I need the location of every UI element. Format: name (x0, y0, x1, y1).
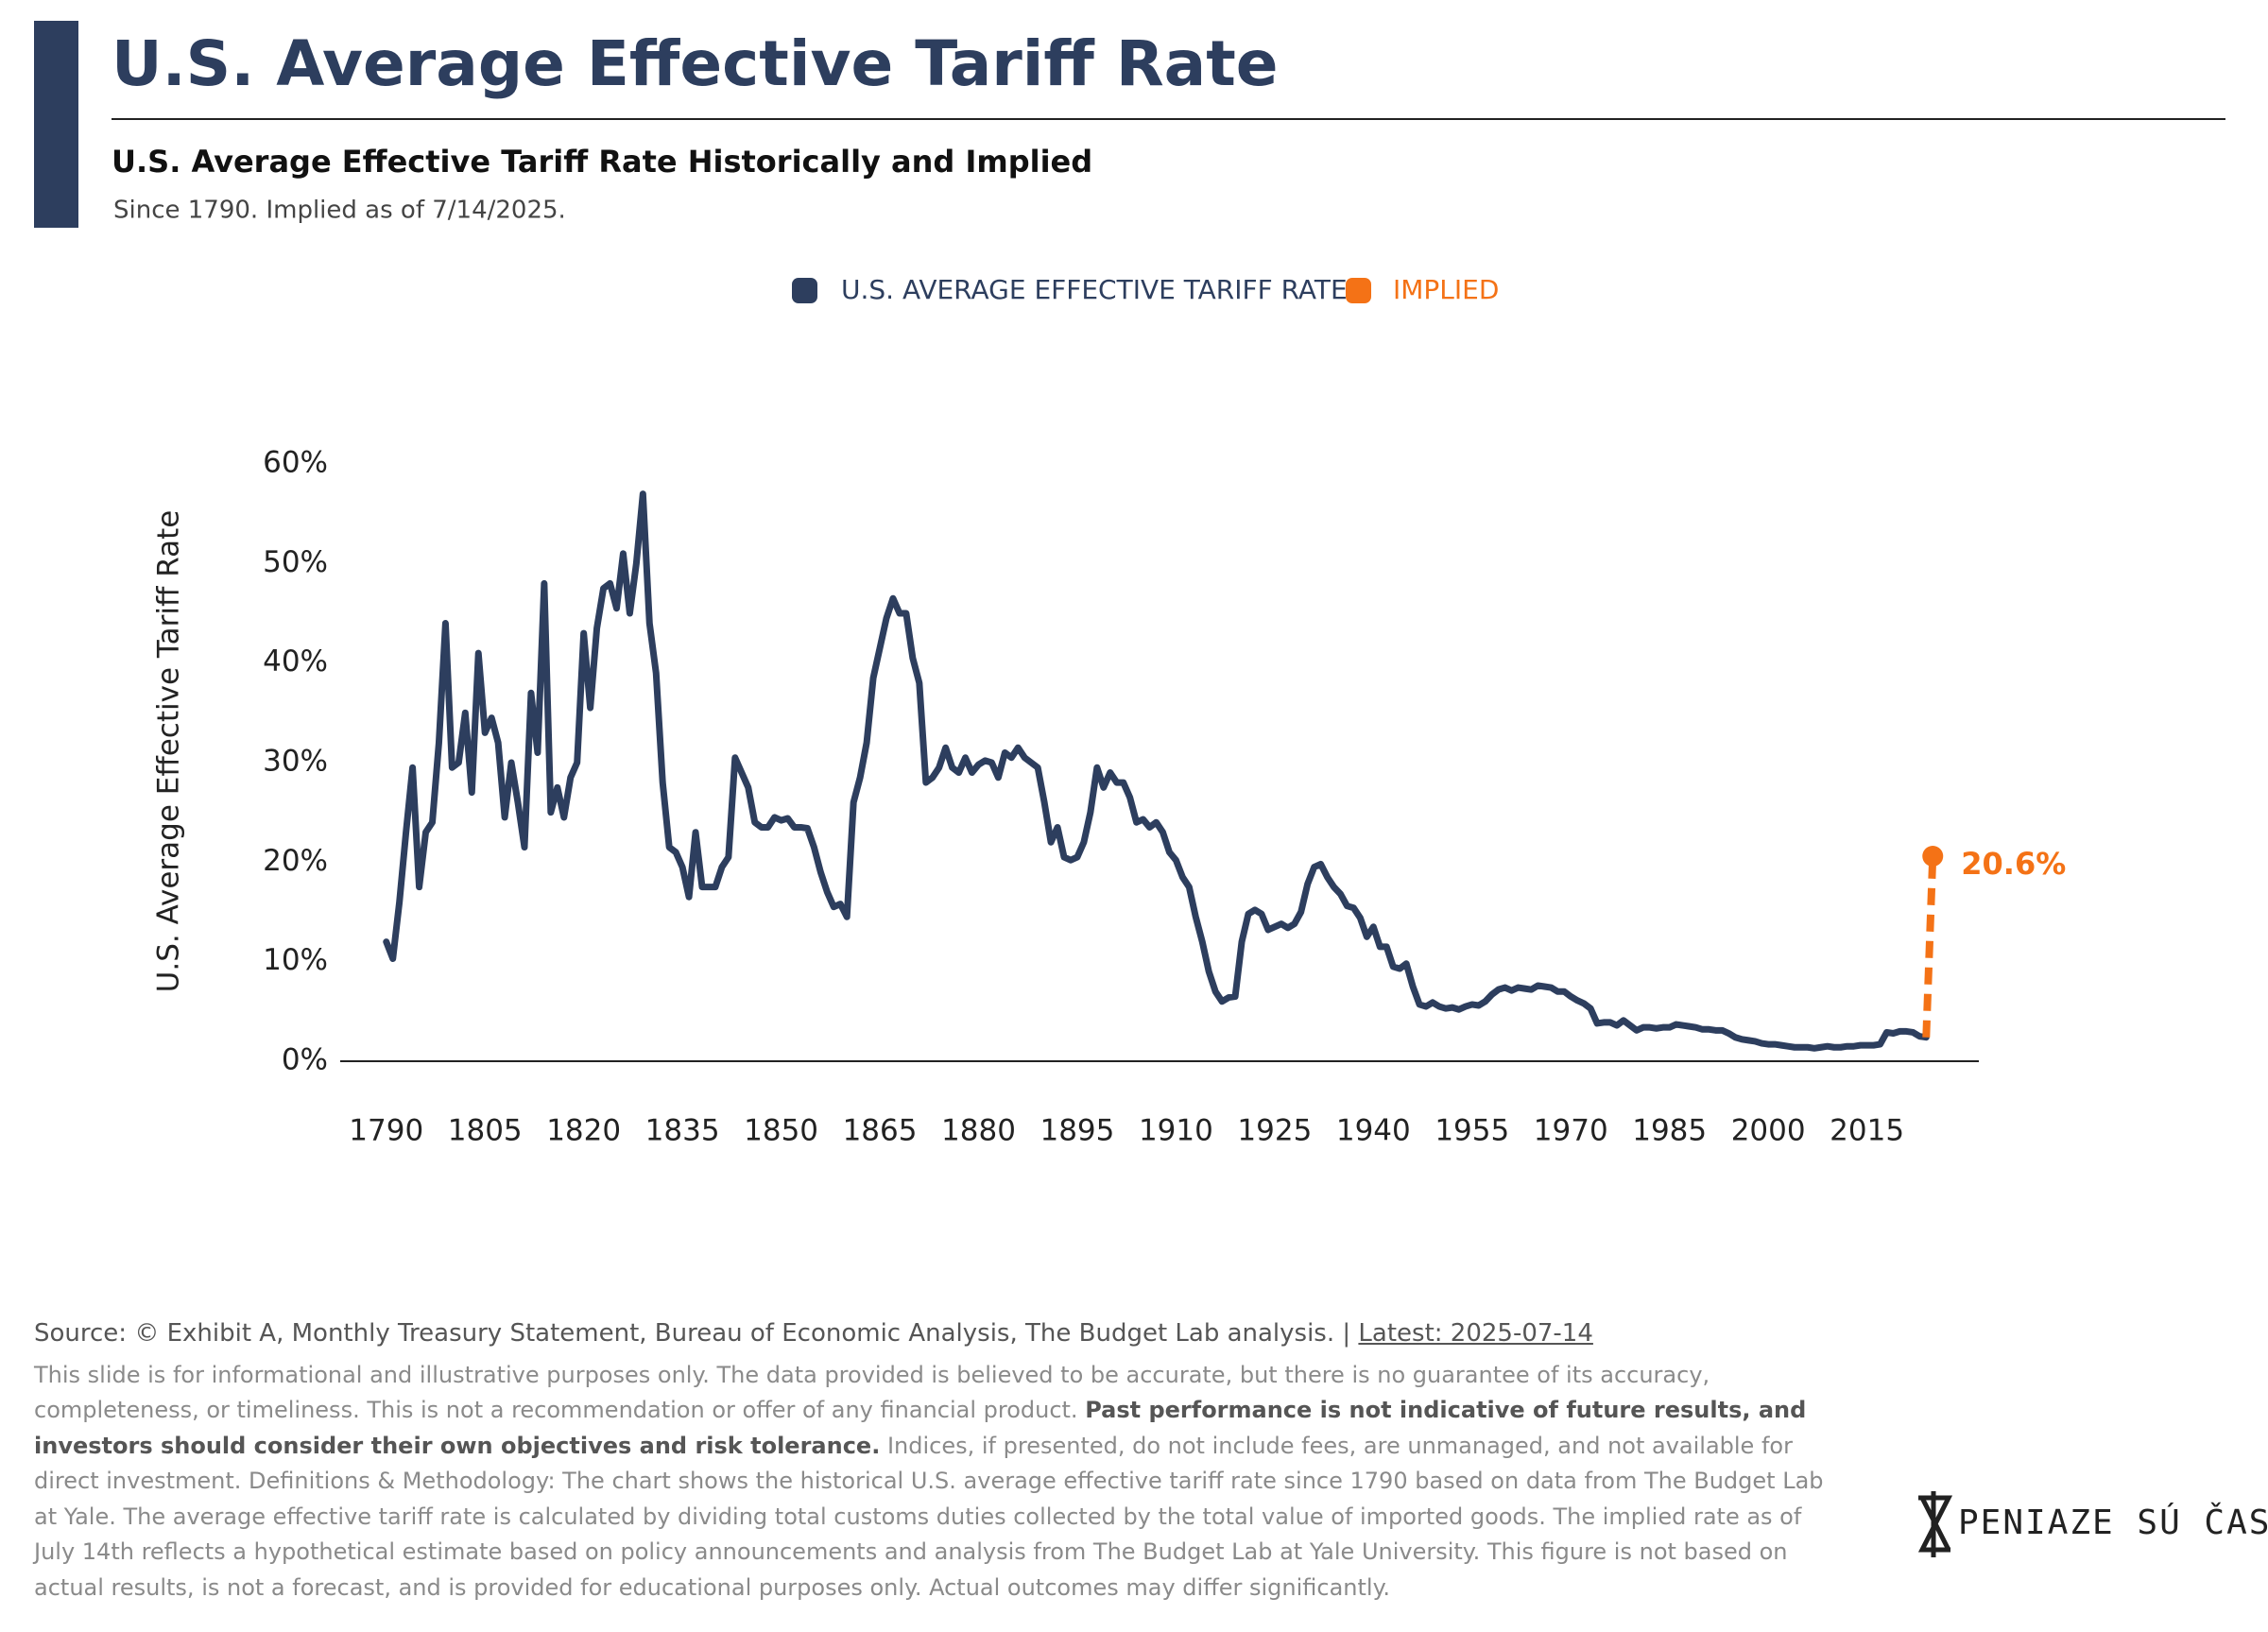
source-text: Source: © Exhibit A, Monthly Treasury St… (34, 1319, 1351, 1348)
data-label: 20.6% (1961, 846, 2066, 882)
logo-icon (1917, 1491, 1953, 1557)
implied-point (1922, 846, 1944, 868)
y-tick-label: 20% (263, 844, 328, 878)
disclaimer-text: This slide is for informational and illu… (34, 1361, 1710, 1424)
source: Source: © Exhibit A, Monthly Treasury St… (34, 1316, 1848, 1352)
y-axis-label: U.S. Average Effective Tariff Rate (152, 510, 186, 993)
x-tick-label: 1940 (1336, 1114, 1411, 1148)
x-tick-label: 2015 (1830, 1114, 1904, 1148)
footer: Source: © Exhibit A, Monthly Treasury St… (34, 1316, 1848, 1606)
legend-label: IMPLIED (1393, 274, 1499, 305)
x-tick-label: 1835 (645, 1114, 720, 1148)
x-tick-label: 1925 (1237, 1114, 1312, 1148)
x-tick-label: 2000 (1731, 1114, 1806, 1148)
note: Since 1790. Implied as of 7/14/2025. (113, 197, 566, 225)
x-tick-label: 1955 (1435, 1114, 1509, 1148)
x-tick-label: 1805 (448, 1114, 523, 1148)
y-tick-label: 50% (263, 545, 328, 579)
x-tick-label: 1820 (546, 1114, 621, 1148)
x-tick-label: 1985 (1632, 1114, 1707, 1148)
y-tick-label: 30% (263, 745, 328, 779)
x-tick-label: 1970 (1534, 1114, 1608, 1148)
tariff-line (383, 490, 1930, 1052)
x-tick-label: 1850 (744, 1114, 818, 1148)
x-tick-label: 1865 (843, 1114, 918, 1148)
y-tick-label: 60% (263, 446, 328, 480)
x-tick-label: 1880 (941, 1114, 1016, 1148)
implied-connector (1922, 855, 1937, 1038)
y-tick-label: 40% (263, 644, 328, 679)
legend-marker (1346, 278, 1371, 303)
y-tick-label: 10% (263, 943, 328, 977)
disclaimer: This slide is for informational and illu… (34, 1358, 1848, 1606)
disclaimer-bold: Past performance is not indicative of fu… (34, 1397, 1807, 1459)
legend-marker (792, 278, 817, 303)
logo-text: PENIAZE SÚ ČAS (1958, 1503, 2268, 1542)
logo: PENIAZE SÚ ČAS (1917, 1491, 2268, 1557)
x-tick-label: 1895 (1040, 1114, 1114, 1148)
legend-label: U.S. AVERAGE EFFECTIVE TARIFF RATE (841, 274, 1348, 305)
accent-bar (34, 21, 78, 228)
chart-title: U.S. Average Effective Tariff Rate (112, 27, 1279, 100)
x-tick-label: 1910 (1139, 1114, 1213, 1148)
subtitle: U.S. Average Effective Tariff Rate Histo… (112, 144, 1092, 180)
x-tick-label: 1790 (349, 1114, 423, 1148)
latest-date: Latest: 2025-07-14 (1358, 1319, 1593, 1348)
y-tick-label: 0% (282, 1043, 328, 1077)
disclaimer-text: Indices, if presented, do not include fe… (34, 1432, 1824, 1601)
